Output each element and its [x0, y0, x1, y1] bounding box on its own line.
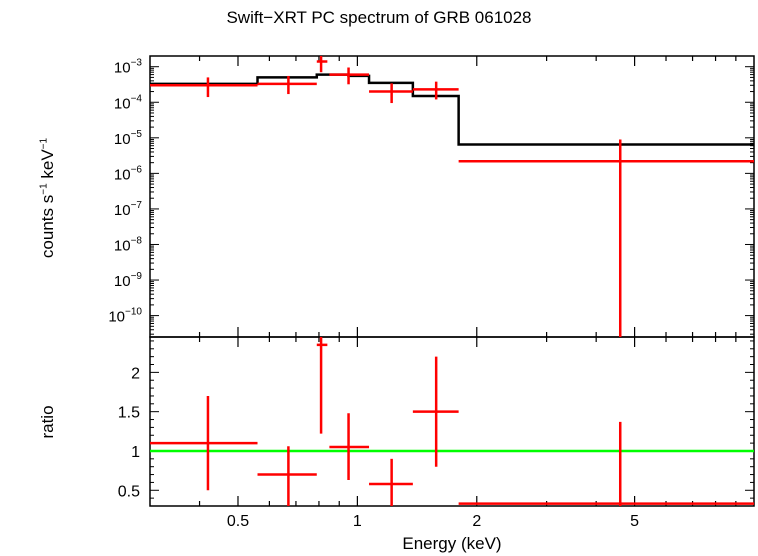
model-step-line [150, 73, 754, 146]
spectrum-y-tick-label: 10−10 [108, 307, 142, 326]
x-tick-label: 5 [630, 513, 639, 530]
x-axis-label: Energy (keV) [402, 534, 502, 553]
ratio-y-tick-label: 2 [131, 365, 140, 382]
spectrum-y-tick-label: 10−8 [114, 235, 143, 254]
spectrum-y-tick-label: 10−6 [114, 164, 143, 183]
spectrum-y-tick-label: 10−7 [114, 200, 143, 219]
ratio-y-tick-label: 0.5 [118, 483, 140, 500]
ratio-y-tick-label: 1.5 [118, 405, 140, 422]
spectrum-panel-frame [149, 55, 755, 338]
x-tick-label: 0.5 [227, 513, 249, 530]
ratio-panel-frame [149, 336, 755, 507]
spectrum-y-tick-label: 10−5 [114, 129, 143, 148]
spectrum-y-tick-label: 10−4 [114, 93, 143, 112]
spectrum-y-tick-label: 10−3 [114, 58, 143, 77]
x-tick-label: 1 [353, 513, 362, 530]
x-tick-label: 2 [472, 513, 481, 530]
spectrum-y-tick-label: 10−9 [114, 271, 143, 290]
chart-title: Swift−XRT PC spectrum of GRB 061028 [226, 8, 532, 27]
ratio-y-tick-label: 1 [131, 444, 140, 461]
